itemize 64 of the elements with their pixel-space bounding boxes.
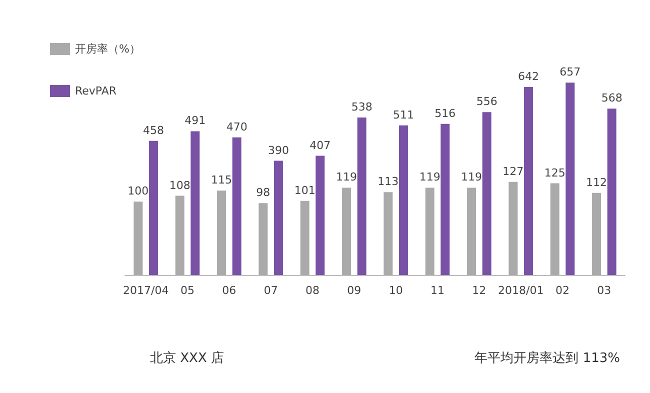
data-label: 516 xyxy=(434,106,456,120)
bar xyxy=(217,190,226,275)
x-tick-label: 2017/04 xyxy=(122,284,169,297)
x-tick-label: 12 xyxy=(472,284,486,297)
bar xyxy=(357,117,366,275)
bar xyxy=(592,192,602,275)
bar xyxy=(482,112,492,275)
bar xyxy=(440,124,450,275)
data-label: 657 xyxy=(560,66,581,79)
bar xyxy=(190,131,200,275)
data-label: 119 xyxy=(336,170,358,184)
data-label: 491 xyxy=(184,114,206,128)
bar xyxy=(425,188,434,275)
x-tick-label: 10 xyxy=(388,284,403,297)
data-label: 556 xyxy=(476,95,498,108)
x-tick-label: 02 xyxy=(556,284,570,297)
bar xyxy=(467,188,476,275)
data-label: 98 xyxy=(256,186,270,200)
x-tick-label: 09 xyxy=(347,284,362,297)
data-label: 390 xyxy=(268,144,289,157)
data-label: 115 xyxy=(211,174,232,187)
data-label: 407 xyxy=(310,138,331,152)
x-tick-label: 06 xyxy=(222,284,236,297)
bar xyxy=(508,182,518,275)
data-label: 642 xyxy=(518,70,539,83)
x-tick-label: 03 xyxy=(597,284,612,297)
bar xyxy=(134,202,143,275)
data-label: 568 xyxy=(601,92,622,105)
bar xyxy=(566,82,575,275)
data-label: 100 xyxy=(128,184,149,198)
data-label: 538 xyxy=(351,100,372,114)
x-tick-label: 08 xyxy=(306,284,320,297)
x-tick-label: 07 xyxy=(264,284,278,297)
bar xyxy=(607,108,616,275)
data-label: 125 xyxy=(544,166,566,180)
data-label: 119 xyxy=(419,170,440,184)
bar xyxy=(550,183,560,275)
data-label: 458 xyxy=(142,124,164,137)
bar xyxy=(258,203,268,275)
bar xyxy=(148,140,158,275)
bar xyxy=(398,125,408,275)
text: 北京 XXX 店 xyxy=(150,350,224,366)
data-label: 119 xyxy=(461,170,482,184)
data-label: 112 xyxy=(586,176,608,189)
data-label: 113 xyxy=(378,175,399,188)
bar xyxy=(316,156,325,275)
data-label: 108 xyxy=(169,178,190,192)
x-tick-label: 2018/01 xyxy=(498,284,544,297)
data-label: 511 xyxy=(392,108,414,122)
x-tick-label: 05 xyxy=(180,284,194,297)
data-label: 470 xyxy=(226,120,248,134)
text: 年平均开房率达到 113% xyxy=(474,350,620,366)
x-tick-label: 11 xyxy=(430,284,444,297)
bar xyxy=(175,196,184,275)
bar xyxy=(342,188,352,275)
data-label: 101 xyxy=(294,184,316,197)
bar xyxy=(524,86,533,275)
data-label: 127 xyxy=(502,164,524,178)
bar xyxy=(274,160,283,275)
bar xyxy=(384,192,393,275)
legend-label: RevPAR xyxy=(75,84,117,98)
bar xyxy=(300,200,310,275)
legend-label: 开房率（%） xyxy=(75,42,140,56)
bar xyxy=(232,137,242,275)
